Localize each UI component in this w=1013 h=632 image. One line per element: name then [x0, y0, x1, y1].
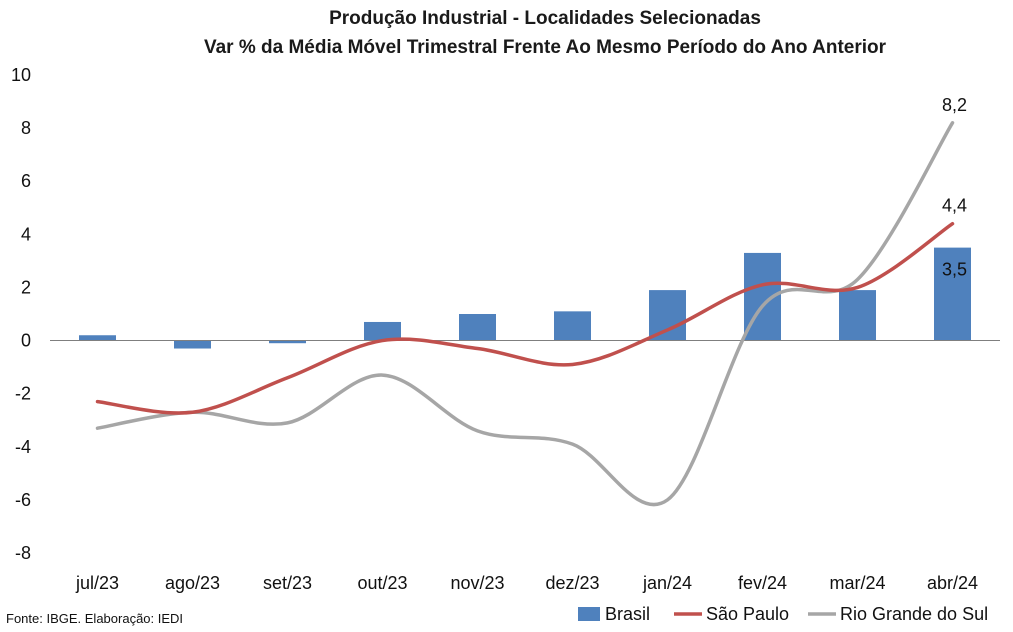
legend-label: São Paulo	[706, 604, 789, 624]
bar-brasil	[554, 311, 591, 341]
bar-brasil	[79, 335, 116, 341]
line-rio-grande-do-sul	[95, 121, 955, 507]
y-tick-label: -2	[15, 384, 31, 404]
chart-subtitle: Var % da Média Móvel Trimestral Frente A…	[204, 37, 887, 58]
y-tick-label: 8	[21, 118, 31, 138]
x-tick-label: out/23	[357, 573, 407, 593]
x-axis-ticks: jul/23 ago/23 set/23 out/23 nov/23 dez/23 jan/…	[75, 573, 978, 593]
y-tick-label: 10	[11, 65, 31, 85]
bar-brasil	[174, 340, 211, 349]
data-label: 8,2	[942, 95, 967, 115]
bar-brasil	[649, 290, 686, 341]
y-axis-ticks: 10 8 6 4 2 0 -2 -4 -6 -8	[11, 65, 31, 563]
y-tick-label: -4	[15, 437, 31, 457]
data-labels: 8,2 4,4 3,5	[942, 95, 967, 280]
x-tick-label: set/23	[263, 573, 312, 593]
bar-brasil	[364, 321, 401, 341]
data-label: 3,5	[942, 260, 967, 280]
y-tick-label: -6	[15, 490, 31, 510]
x-tick-label: dez/23	[545, 573, 599, 593]
y-tick-label: 0	[21, 331, 31, 351]
bars-brasil	[79, 247, 971, 349]
x-tick-label: ago/23	[165, 573, 220, 593]
x-tick-label: fev/24	[738, 573, 787, 593]
x-tick-label: jan/24	[642, 573, 692, 593]
x-tick-label: jul/23	[75, 573, 119, 593]
legend-swatch	[578, 607, 600, 621]
legend: Brasil São Paulo Rio Grande do Sul	[578, 604, 988, 624]
legend-label: Rio Grande do Sul	[840, 604, 988, 624]
bar-brasil	[839, 290, 876, 341]
y-tick-label: 2	[21, 277, 31, 297]
source-note: Fonte: IBGE. Elaboração: IEDI	[6, 611, 183, 626]
y-tick-label: 4	[21, 224, 31, 244]
y-tick-label: -8	[15, 543, 31, 563]
bar-brasil	[269, 340, 306, 344]
x-tick-label: abr/24	[927, 573, 978, 593]
chart-title: Produção Industrial - Localidades Seleci…	[329, 8, 761, 29]
y-tick-label: 6	[21, 171, 31, 191]
series-lines	[95, 121, 955, 507]
legend-label: Brasil	[605, 604, 650, 624]
x-tick-label: mar/24	[829, 573, 885, 593]
data-label: 4,4	[942, 196, 967, 216]
x-tick-label: nov/23	[450, 573, 504, 593]
line-sao-paulo	[95, 221, 955, 415]
bar-brasil	[934, 247, 971, 341]
bar-brasil	[459, 314, 496, 341]
